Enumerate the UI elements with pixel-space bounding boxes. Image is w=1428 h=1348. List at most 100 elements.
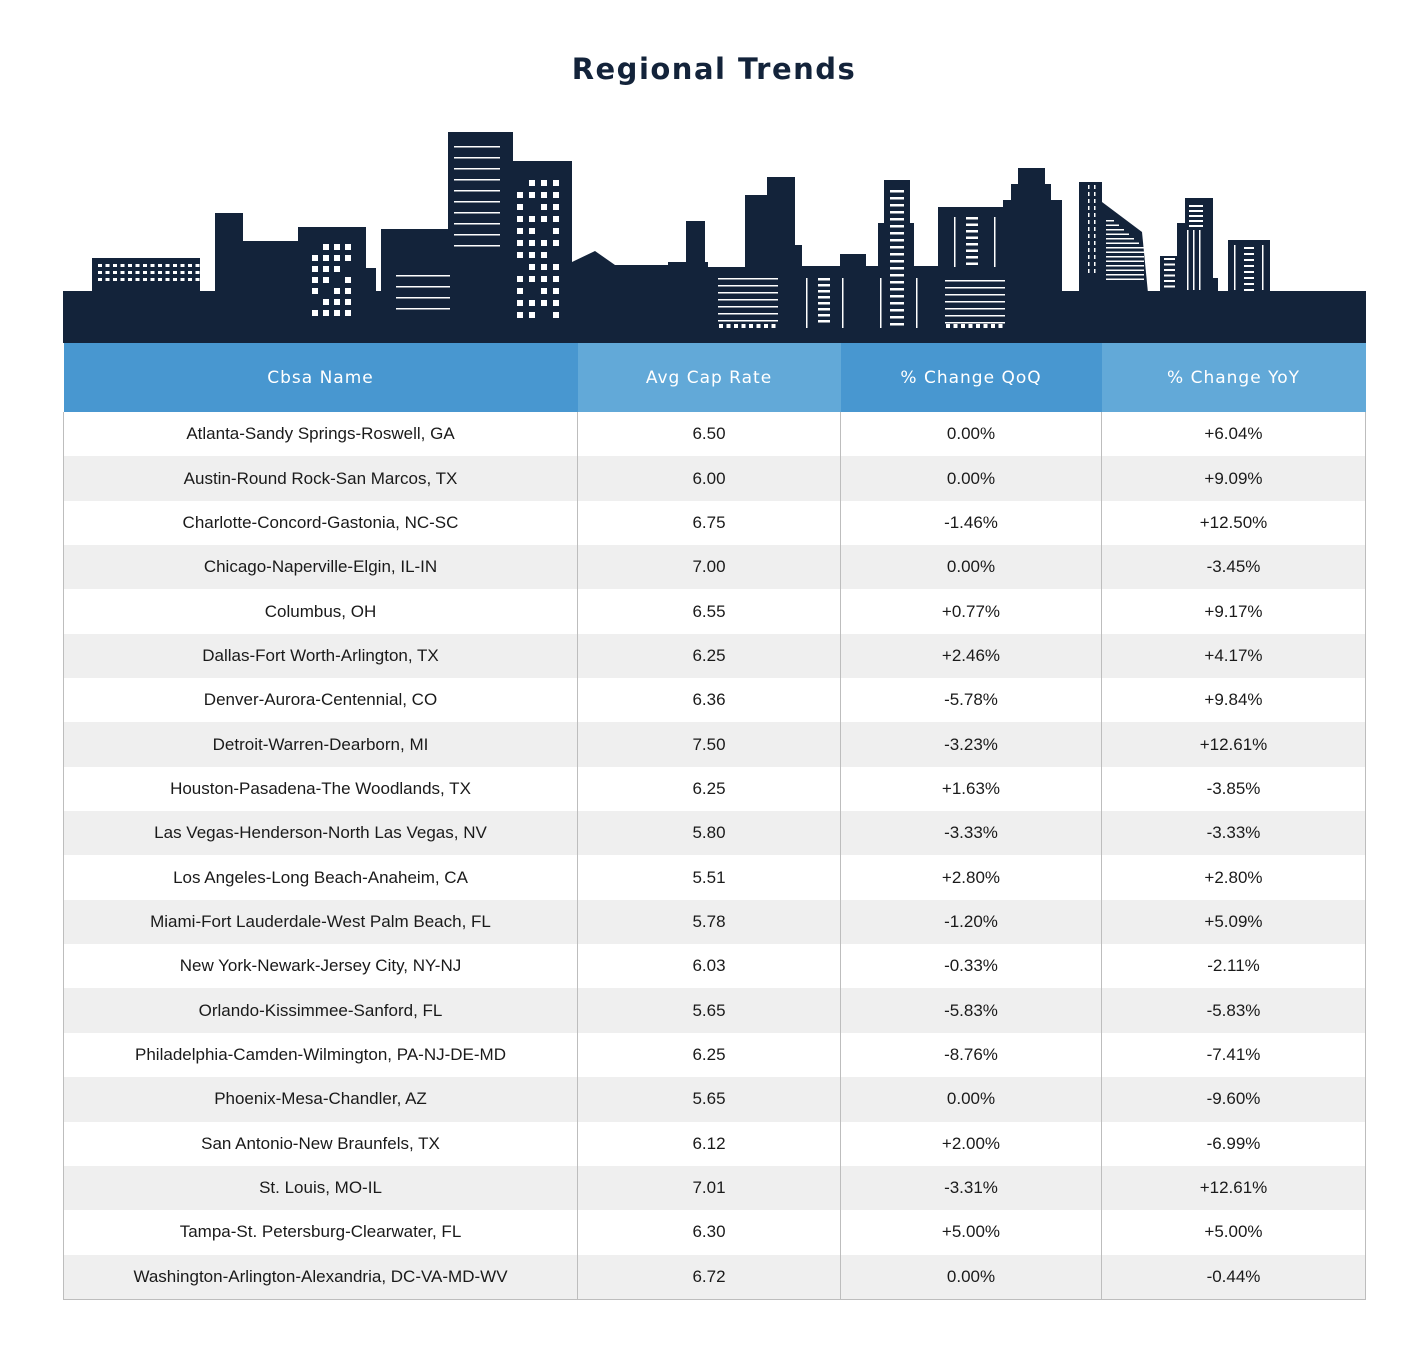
change-qoq-cell: 0.00% [840, 1077, 1102, 1122]
change-qoq-cell: +0.77% [840, 589, 1102, 634]
window [818, 308, 830, 311]
window [1094, 227, 1096, 231]
window [1094, 220, 1096, 224]
window [1106, 238, 1134, 240]
window [1094, 248, 1096, 252]
window [1106, 260, 1144, 262]
window [541, 180, 547, 186]
change-qoq-cell: 0.00% [840, 1254, 1102, 1300]
window [195, 271, 200, 274]
window [1244, 283, 1254, 285]
window [529, 276, 535, 282]
avg-cap-rate-cell: 6.12 [577, 1121, 841, 1166]
change-yoy-cell: +12.61% [1101, 722, 1366, 767]
window [529, 180, 535, 186]
window [529, 264, 535, 270]
window [1164, 263, 1175, 266]
window [345, 310, 351, 316]
window [818, 320, 830, 323]
window [1193, 230, 1195, 290]
table-row: Miami-Fort Lauderdale-West Palm Beach, F… [63, 899, 1366, 945]
window [1164, 269, 1175, 271]
window [553, 228, 559, 234]
avg-cap-rate-cell: 6.25 [577, 1032, 841, 1078]
window [165, 278, 170, 281]
table-row: Phoenix-Mesa-Chandler, AZ 5.65 0.00% -9.60% [63, 1077, 1366, 1122]
change-yoy-cell: +9.17% [1101, 589, 1366, 634]
change-yoy-cell: +5.00% [1101, 1210, 1366, 1255]
table-row: Tampa-St. Petersburg-Clearwater, FL 6.30 +… [63, 1210, 1366, 1255]
window [345, 288, 351, 294]
table-row: Austin-Round Rock-San Marcos, TX 6.00 0.00… [63, 456, 1366, 501]
window [150, 278, 155, 281]
window [1094, 255, 1096, 259]
window [976, 324, 980, 328]
window [553, 240, 559, 246]
avg-cap-rate-cell: 5.65 [577, 988, 841, 1033]
window [128, 278, 132, 281]
window [98, 278, 102, 281]
table-row: Chicago-Naperville-Elgin, IL-IN 7.00 0.00%… [63, 545, 1366, 590]
window [1088, 185, 1090, 189]
avg-cap-rate-cell: 6.75 [577, 500, 841, 546]
cbsa-name-cell: Detroit-Warren-Dearborn, MI [63, 722, 578, 767]
window [966, 262, 978, 265]
window [517, 192, 523, 198]
change-yoy-cell: +12.61% [1101, 1165, 1366, 1211]
table-row: New York-Newark-Jersey City, NY-NJ 6.03 -0… [63, 944, 1366, 989]
window [553, 300, 559, 306]
window [553, 180, 559, 186]
change-qoq-cell: +2.46% [840, 633, 1102, 679]
window [916, 278, 918, 328]
window [334, 244, 340, 250]
table-row: San Antonio-New Braunfels, TX 6.12 +2.00% -… [63, 1121, 1366, 1166]
window [1088, 269, 1090, 273]
window [541, 252, 547, 258]
window [312, 277, 318, 283]
window [128, 264, 132, 267]
window [334, 288, 340, 294]
window [345, 255, 351, 261]
window [1189, 220, 1203, 222]
change-yoy-cell: +9.09% [1101, 456, 1366, 501]
window [396, 308, 450, 310]
cbsa-name-cell: Miami-Fort Lauderdale-West Palm Beach, F… [63, 899, 578, 945]
window [842, 278, 844, 328]
window [1189, 215, 1203, 217]
window [541, 300, 547, 306]
window [818, 314, 830, 317]
window [529, 228, 535, 234]
window [968, 324, 973, 328]
window [312, 310, 318, 316]
window [1244, 289, 1254, 291]
window [1164, 280, 1175, 282]
window [454, 245, 500, 247]
window [718, 320, 778, 322]
avg-cap-rate-cell: 6.30 [577, 1210, 841, 1255]
window [890, 190, 904, 193]
window [553, 288, 559, 294]
window [818, 284, 830, 287]
cbsa-name-cell: New York-Newark-Jersey City, NY-NJ [63, 944, 578, 989]
cbsa-name-cell: Phoenix-Mesa-Chandler, AZ [63, 1077, 578, 1122]
window [890, 211, 904, 214]
window [1088, 241, 1090, 245]
window [150, 264, 155, 267]
window [454, 168, 500, 170]
window [334, 266, 340, 272]
cbsa-name-cell: Columbus, OH [63, 589, 578, 634]
window [323, 310, 329, 316]
cbsa-name-cell: Washington-Arlington-Alexandria, DC-VA-M… [63, 1254, 578, 1300]
change-qoq-cell: -1.20% [840, 899, 1102, 945]
window [998, 324, 1003, 328]
window [529, 240, 535, 246]
window [180, 278, 185, 281]
cbsa-name-cell: Tampa-St. Petersburg-Clearwater, FL [63, 1210, 578, 1255]
avg-cap-rate-cell: 7.01 [577, 1165, 841, 1211]
avg-cap-rate-cell: 6.72 [577, 1254, 841, 1300]
window [1234, 245, 1236, 290]
window [541, 288, 547, 294]
table-row: Houston-Pasadena-The Woodlands, TX 6.25 +1… [63, 766, 1366, 812]
window [1088, 192, 1090, 196]
avg-cap-rate-cell: 6.25 [577, 766, 841, 812]
